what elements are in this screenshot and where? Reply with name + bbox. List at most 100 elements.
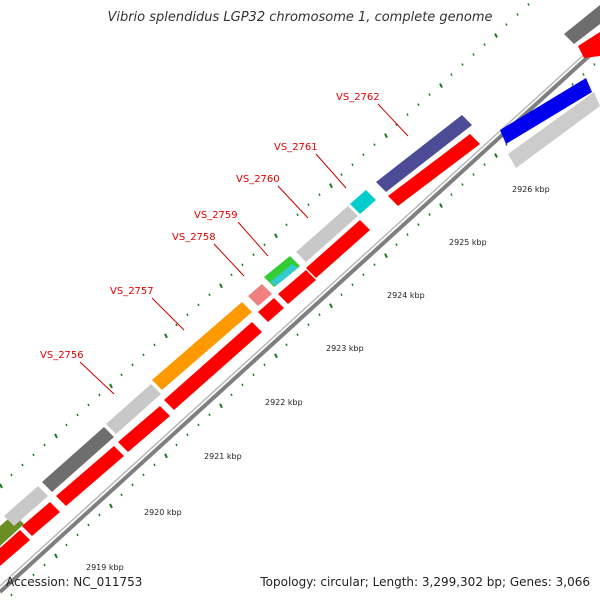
outer-tick <box>208 293 211 297</box>
scale-tick <box>131 483 134 487</box>
genome-summary-text: Topology: circular; Length: 3,299,302 bp… <box>260 575 590 589</box>
scale-tick <box>153 463 156 467</box>
cds-red-2[interactable] <box>22 502 60 536</box>
feature-pink[interactable] <box>248 284 272 306</box>
outer-feature-row <box>0 5 600 546</box>
outer-tick <box>417 103 420 106</box>
outer-tick <box>439 83 443 89</box>
scale-tick <box>87 523 90 527</box>
outer-tick <box>219 283 223 289</box>
scale-label-2926: 2926 kbp <box>512 185 550 194</box>
outer-tick <box>142 353 145 357</box>
outer-tick <box>428 93 431 96</box>
gene-label-vs2756[interactable]: VS_2756 <box>40 350 84 361</box>
outer-tick <box>285 223 288 227</box>
cds-red-1[interactable] <box>0 530 30 566</box>
scale-tick <box>263 363 266 367</box>
gene-label-vs2759[interactable]: VS_2759 <box>194 210 238 221</box>
cds-red-6[interactable] <box>258 298 284 322</box>
outer-tick <box>263 243 266 247</box>
outer-tick <box>131 363 134 367</box>
scale-label-2925: 2925 kbp <box>449 238 487 247</box>
scale-tick <box>76 533 79 537</box>
scale-tick <box>428 213 431 216</box>
feature-blue[interactable] <box>500 78 592 144</box>
leader-vs2757 <box>151 297 185 331</box>
scale-label-2920: 2920 kbp <box>144 508 182 517</box>
scale-tick <box>417 223 420 226</box>
cds-red-8[interactable] <box>306 220 370 278</box>
scale-tick <box>164 453 168 459</box>
cds-red-4[interactable] <box>118 406 170 452</box>
gene-label-vs2761[interactable]: VS_2761 <box>274 142 318 153</box>
outer-tick <box>252 253 255 257</box>
feature-cyan-small[interactable] <box>270 264 298 286</box>
scale-tick <box>21 583 24 587</box>
outer-tick <box>54 433 58 439</box>
feature-light-gray-1[interactable] <box>4 486 48 526</box>
scale-label-2924: 2924 kbp <box>387 291 425 300</box>
outer-tick <box>120 373 123 377</box>
cds-red-5[interactable] <box>164 322 262 410</box>
scale-tick <box>285 343 288 347</box>
gene-label-vs2762[interactable]: VS_2762 <box>336 92 380 103</box>
scale-tick <box>450 193 453 196</box>
feature-green[interactable] <box>264 256 300 287</box>
feature-light-gray-far[interactable] <box>508 92 600 168</box>
outer-tick <box>483 43 486 46</box>
scale-tick <box>296 333 299 337</box>
scale-tick <box>43 563 46 567</box>
scale-tick <box>98 513 101 517</box>
outer-tick <box>384 133 388 139</box>
scale-tick <box>351 283 354 287</box>
outer-tick <box>76 413 79 417</box>
outer-tick <box>494 33 498 38</box>
cds-red-9[interactable] <box>388 134 480 206</box>
outer-tick <box>516 13 519 16</box>
scale-tick <box>472 173 475 176</box>
outer-tick <box>65 423 68 427</box>
scale-tick <box>362 273 365 277</box>
scale-tick <box>230 393 233 397</box>
outer-tick <box>527 3 530 6</box>
scale-tick <box>109 503 113 509</box>
scale-tick <box>10 593 13 597</box>
outer-tick <box>197 303 200 307</box>
cds-red-3[interactable] <box>56 446 124 506</box>
feature-orange[interactable] <box>152 302 252 390</box>
cds-red-7[interactable] <box>278 270 316 304</box>
gene-label-vs2760[interactable]: VS_2760 <box>236 174 280 185</box>
feature-dark-gray-1[interactable] <box>42 427 114 492</box>
outer-tick <box>109 383 113 389</box>
outer-tick <box>329 183 333 189</box>
inner-feature-row <box>0 134 480 566</box>
outer-tick <box>362 153 365 157</box>
outer-tick <box>10 473 13 477</box>
scale-tick <box>186 433 189 437</box>
gene-label-vs2757[interactable]: VS_2757 <box>110 286 154 297</box>
feature-navy[interactable] <box>376 115 472 192</box>
outer-tick <box>406 113 409 116</box>
feature-cyan[interactable] <box>350 190 376 214</box>
scale-tick <box>483 163 486 166</box>
outer-tick <box>230 273 233 277</box>
leader-vs2759 <box>237 221 269 257</box>
gene-label-vs2758[interactable]: VS_2758 <box>172 232 216 243</box>
feature-light-gray-2[interactable] <box>106 384 161 434</box>
scale-label-2919: 2919 kbp <box>86 563 124 572</box>
outer-tick <box>461 63 464 66</box>
scale-tick <box>208 413 211 417</box>
scale-tick <box>120 493 123 497</box>
outer-tick <box>175 323 178 327</box>
outer-tick <box>318 193 321 197</box>
feature-light-gray-3[interactable] <box>296 206 358 262</box>
feature-red-far[interactable] <box>578 32 600 58</box>
scale-tick <box>241 383 244 387</box>
outer-tick <box>153 343 156 347</box>
feature-dark-gray-far[interactable] <box>564 5 600 44</box>
outer-tick <box>340 173 343 177</box>
scale-tick <box>571 83 574 86</box>
outer-tick <box>186 313 189 317</box>
scale-tick <box>54 553 58 559</box>
leader-vs2762 <box>377 103 409 137</box>
